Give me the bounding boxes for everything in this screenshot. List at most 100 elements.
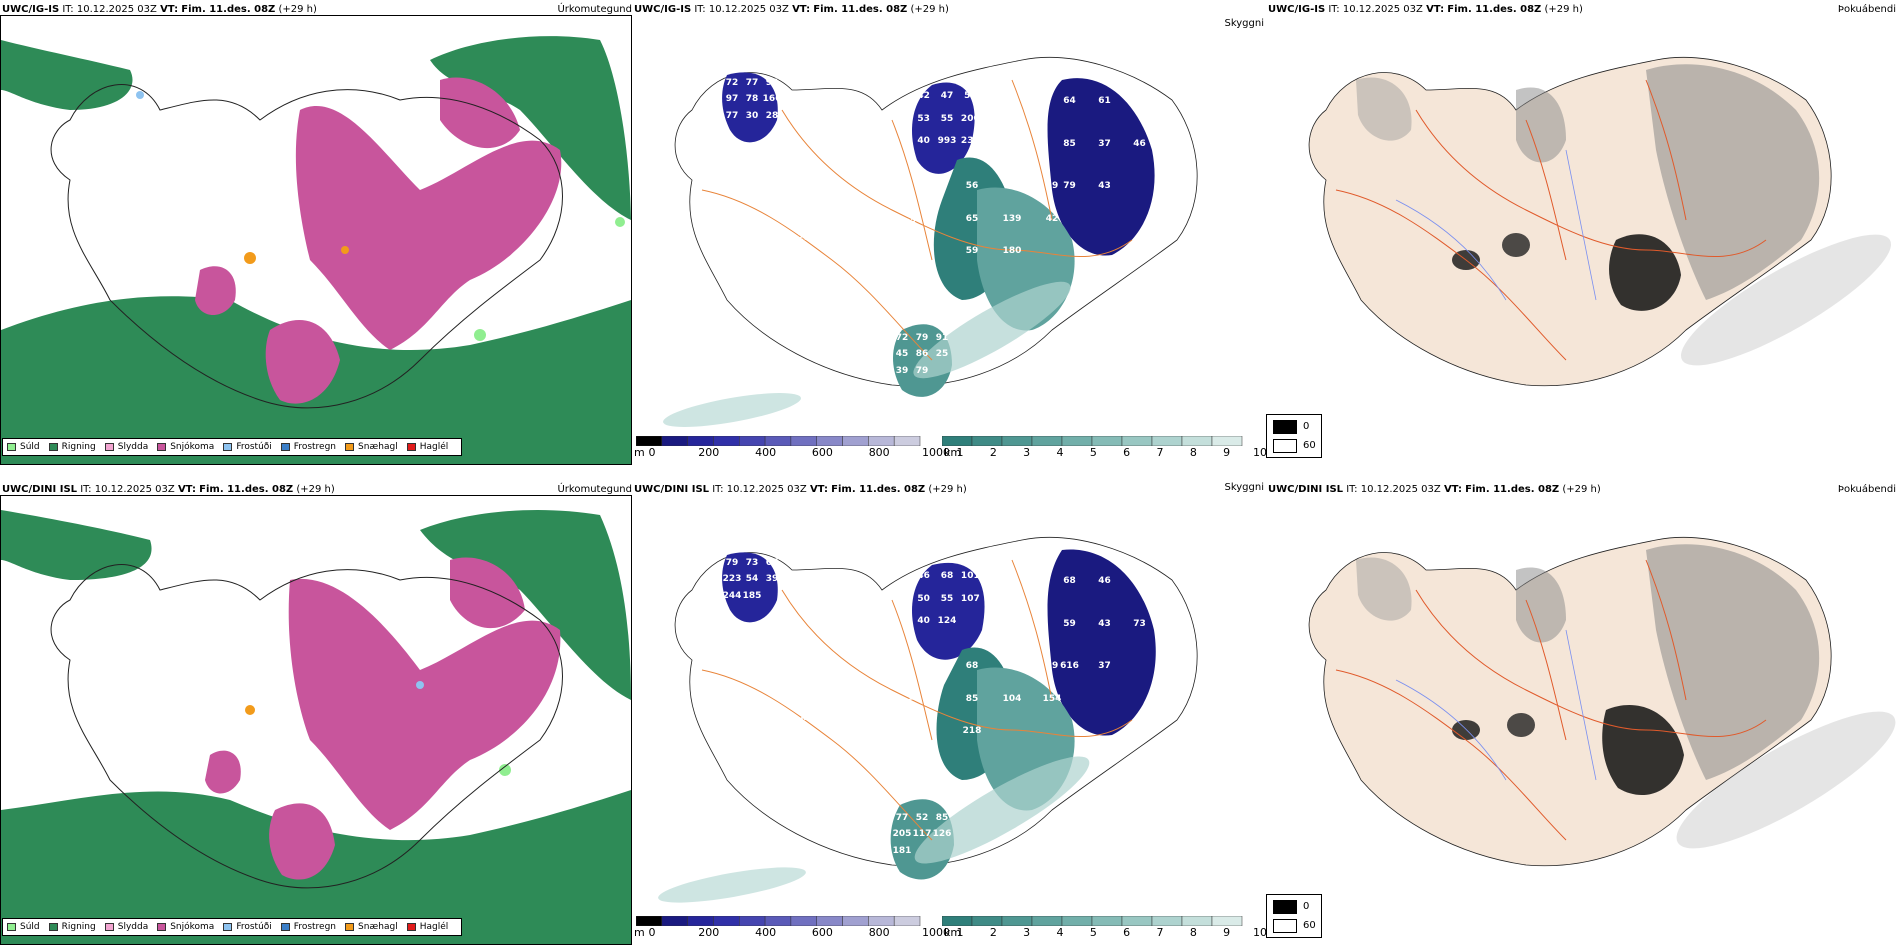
legend-item-4: Frostúði	[223, 442, 272, 452]
fog-map	[1308, 537, 1896, 867]
cloud-base-label: 37	[1098, 661, 1111, 672]
colorbar-bin	[816, 436, 843, 446]
colorbar-tick: 2	[989, 446, 997, 459]
fog-dark-core	[1609, 234, 1681, 311]
cloud-base-label: 218	[962, 726, 982, 737]
cloud-base-label: 126	[932, 829, 952, 840]
colorbar-bin	[687, 436, 714, 446]
cloud-base-label: 46	[1098, 576, 1111, 587]
cloud-base-label: 85	[1063, 138, 1076, 149]
cloud-base-label: 84	[900, 202, 914, 213]
cloud-base-label: 181	[892, 845, 912, 856]
lead-time: (+29 h)	[296, 484, 335, 495]
cloud-base-label: 86	[915, 349, 929, 360]
panel-header: UWC/DINI ISL IT: 10.12.2025 03Z VT: Fim.…	[634, 484, 967, 495]
cloud-base-label: 54	[745, 574, 759, 585]
panel-header: UWC/DINI ISL IT: 10.12.2025 03Z VT: Fim.…	[2, 484, 335, 495]
fog-panel-top: UWC/IG-IS IT: 10.12.2025 03Z VT: Fim. 11…	[1266, 0, 1900, 470]
fog-shade-east	[1646, 64, 1820, 300]
colorbar-tick: 7	[1156, 446, 1164, 459]
cloud-base-label: 105	[847, 202, 867, 213]
panel-title: Skyggni	[1224, 482, 1264, 493]
colorbar-bin	[893, 916, 921, 926]
colorbar-bin	[942, 916, 973, 926]
vt-label: VT:	[160, 4, 179, 15]
cloud-base-label: 46	[917, 571, 930, 582]
precip-rain-west	[1, 510, 152, 580]
colorbar-bin	[1091, 436, 1123, 446]
vt-label: VT:	[809, 484, 828, 495]
low-cloud-east	[1047, 549, 1156, 736]
low-cloud-northwest	[722, 552, 778, 623]
fog-legend-swatch-60	[1273, 439, 1297, 453]
cloud-base-label: 81	[900, 682, 914, 693]
lead-time: (+29 h)	[910, 4, 949, 15]
colorbar-bin	[739, 916, 766, 926]
cloud-base-label: 107	[960, 593, 980, 604]
legend-item-6: Snæhagl	[345, 922, 398, 932]
colorbar-bin	[661, 916, 688, 926]
colorbar-bin	[842, 916, 869, 926]
fog-legend-label-0: 0	[1303, 421, 1310, 432]
colorbar-bin	[790, 436, 817, 446]
cloud-map	[658, 537, 1198, 903]
cloud-base-label: 68	[940, 571, 954, 582]
panel-header: UWC/DINI ISL IT: 10.12.2025 03Z VT: Fim.…	[1268, 484, 1601, 495]
lead-time: (+29 h)	[278, 4, 317, 15]
fog-shade-northwest	[1356, 557, 1412, 621]
cloud-base-label: 40	[917, 136, 930, 147]
cloud-base-label: 64	[1063, 96, 1076, 107]
legend-swatch	[157, 443, 167, 451]
low-cloud-east	[1047, 78, 1155, 256]
colorbar-bin	[1061, 436, 1093, 446]
legend-label: Frostregn	[293, 922, 337, 932]
model-name: UWC/DINI ISL	[1268, 484, 1344, 495]
legend-swatch	[280, 923, 290, 931]
precip-map	[1, 496, 631, 944]
cloud-base-label: 993	[937, 136, 957, 147]
cloud-base-label: 37	[1098, 138, 1111, 149]
colorbar-bin	[942, 436, 973, 446]
cloud-base-label: 59	[1063, 618, 1076, 629]
cloud-base-label: 47	[940, 91, 954, 102]
cloud-number-labels: 72 42 64 56 72 78 77 47 61 69 79 105 93 51 159 59 91 84 97…	[632, 0, 1266, 470]
lead-time: (+29 h)	[928, 484, 967, 495]
legend-item-6: Snæhagl	[345, 442, 398, 452]
legend-swatch	[406, 923, 416, 931]
cloud-base-label: 55	[940, 113, 954, 124]
colorbar-bin	[1121, 916, 1153, 926]
cloud-base-label: 91	[935, 333, 949, 344]
legend-item-5: Frostregn	[280, 922, 337, 932]
it-value: 10.12.2025 03Z	[708, 4, 789, 15]
colorbar-tick: 600	[811, 926, 833, 939]
legend-swatch	[104, 923, 114, 931]
cloud-base-label: 36	[900, 697, 914, 708]
cloud-base-label: 117	[912, 829, 932, 840]
cloud-base-label: 78	[800, 202, 814, 213]
legend-label: Súld	[20, 922, 40, 932]
precip-legend: Súld Rigning Slydda Snjókoma Frostúði Frostre…	[2, 438, 462, 456]
low-cloud-north	[912, 562, 985, 660]
legend-item-0: Súld	[7, 442, 40, 452]
colorbar-tick: 9	[1223, 446, 1231, 459]
vt-value: Fim. 11.des. 08Z	[1447, 4, 1542, 15]
cloud-base-label: 79	[915, 333, 929, 344]
legend-swatch	[223, 923, 233, 931]
fog-shade-north	[1516, 567, 1566, 643]
fog-shade-northwest	[1356, 77, 1412, 141]
colorbar-bin	[1151, 436, 1183, 446]
cloud-base-label: 166	[762, 94, 782, 105]
colorbar-bin	[868, 916, 895, 926]
fog-shade-east	[1646, 544, 1820, 780]
cloud-base-label: 42	[917, 91, 930, 102]
cloud-base-label: 85	[965, 693, 979, 704]
cloud-base-label: 106	[797, 682, 817, 693]
cloud-base-label: 78	[1133, 576, 1146, 587]
colorbar-bin	[1001, 436, 1033, 446]
vt-value: Fim. 11.des. 08Z	[813, 4, 908, 15]
ceiling-unit: m	[634, 926, 645, 939]
cloud-base-label: 39	[895, 365, 909, 376]
cloud-base-label: 244	[722, 590, 742, 601]
it-label: IT:	[80, 484, 92, 495]
panel-header: UWC/IG-IS IT: 10.12.2025 03Z VT: Fim. 11…	[634, 4, 949, 15]
